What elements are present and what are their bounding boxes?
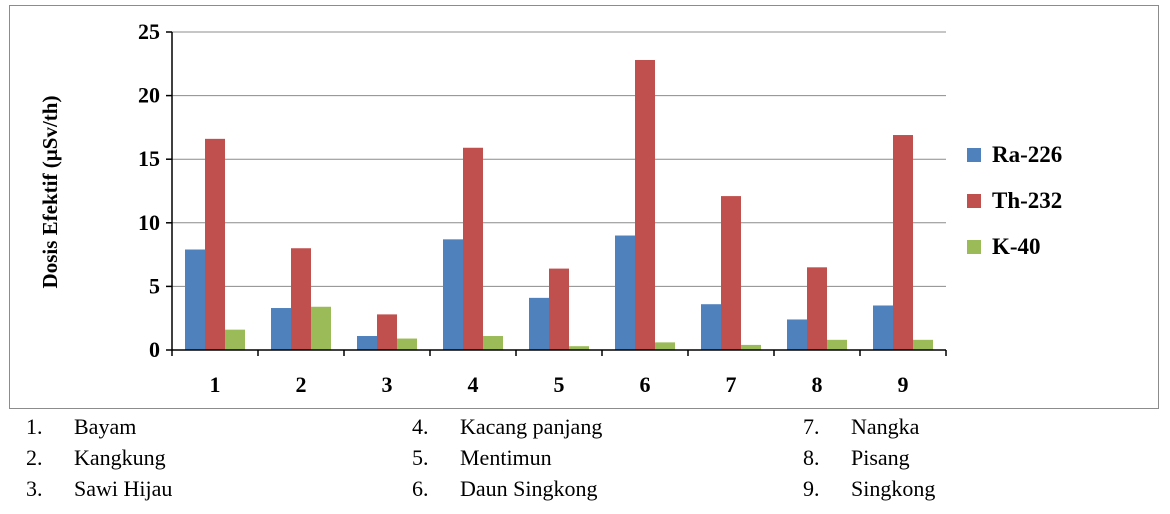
key-label: Nangka xyxy=(851,414,920,439)
bar-th-232-3 xyxy=(377,314,397,350)
bar-k-40-8 xyxy=(827,339,847,350)
bar-k-40-7 xyxy=(741,344,761,350)
y-tick-label: 5 xyxy=(149,273,160,298)
bar-ra-226-8 xyxy=(787,319,807,350)
key-number: 8. xyxy=(803,445,820,470)
legend: Ra-226 Th-232 K-40 xyxy=(967,142,1062,259)
bar-k-40-5 xyxy=(569,346,589,350)
x-tick-label: 2 xyxy=(296,372,307,397)
key-item: 8. Pisang xyxy=(803,443,910,473)
bar-th-232-6 xyxy=(635,59,655,350)
key-item: 7. Nangka xyxy=(803,412,919,442)
key-item: 3. Sawi Hijau xyxy=(26,474,172,504)
key-number: 5. xyxy=(412,445,429,470)
y-tick-label: 20 xyxy=(138,83,160,108)
y-tick-label: 25 xyxy=(138,19,160,44)
x-tick-label: 3 xyxy=(382,372,393,397)
legend-label: Th-232 xyxy=(992,188,1062,213)
key-number: 7. xyxy=(803,414,820,439)
bar-th-232-5 xyxy=(549,268,569,350)
bar-ra-226-9 xyxy=(873,305,893,350)
bar-th-232-9 xyxy=(893,135,913,350)
bar-th-232-1 xyxy=(205,138,225,350)
bar-ra-226-6 xyxy=(615,235,635,350)
category-key: 1. Bayam 2. Kangkung 3. Sawi Hijau 4. Kacang pa… xyxy=(0,412,1170,512)
key-label: Singkong xyxy=(851,476,936,501)
bar-ra-226-5 xyxy=(529,297,549,350)
key-label: Kacang panjang xyxy=(460,414,603,439)
bar-ra-226-3 xyxy=(357,336,377,350)
legend-label: K-40 xyxy=(992,234,1041,259)
bar-ra-226-7 xyxy=(701,304,721,350)
key-number: 6. xyxy=(412,476,429,501)
key-item: 4. Kacang panjang xyxy=(412,412,602,442)
key-item: 9. Singkong xyxy=(803,474,935,504)
key-label: Bayam xyxy=(74,414,137,439)
x-tick-label: 5 xyxy=(554,372,565,397)
key-label: Pisang xyxy=(851,445,910,470)
key-item: 5. Mentimun xyxy=(412,443,552,473)
bar-th-232-4 xyxy=(463,147,483,350)
bar-k-40-6 xyxy=(655,342,675,350)
key-label: Kangkung xyxy=(74,445,166,470)
key-number: 4. xyxy=(412,414,429,439)
bar-k-40-3 xyxy=(397,338,417,350)
bar-th-232-7 xyxy=(721,196,741,350)
bars xyxy=(185,59,933,350)
bar-k-40-2 xyxy=(311,306,331,350)
bar-ra-226-2 xyxy=(271,308,291,350)
y-axis-label: Dosis Efektif (µSv/th) xyxy=(38,96,62,289)
legend-swatch xyxy=(967,148,981,162)
key-number: 9. xyxy=(803,476,820,501)
x-tick-label: 7 xyxy=(726,372,737,397)
bar-k-40-4 xyxy=(483,336,503,350)
legend-swatch xyxy=(967,194,981,208)
key-label: Mentimun xyxy=(460,445,552,470)
x-tick-label: 9 xyxy=(898,372,909,397)
key-item: 1. Bayam xyxy=(26,412,136,442)
bar-k-40-1 xyxy=(225,329,245,350)
bar-ra-226-4 xyxy=(443,239,463,350)
x-tick-label: 4 xyxy=(468,372,479,397)
bar-ra-226-1 xyxy=(185,249,205,350)
y-tick-label: 0 xyxy=(149,337,160,362)
key-number: 1. xyxy=(26,414,43,439)
bar-th-232-2 xyxy=(291,248,311,350)
y-tick-label: 15 xyxy=(138,146,160,171)
x-tick-label: 8 xyxy=(812,372,823,397)
gridlines xyxy=(172,31,946,287)
key-number: 3. xyxy=(26,476,43,501)
axes: 0 5 10 15 20 25 1 2 3 4 5 6 7 8 9 xyxy=(138,19,947,397)
bar-th-232-8 xyxy=(807,267,827,350)
bar-k-40-9 xyxy=(913,339,933,350)
legend-label: Ra-226 xyxy=(992,142,1062,167)
legend-swatch xyxy=(967,240,981,254)
key-number: 2. xyxy=(26,445,43,470)
key-item: 2. Kangkung xyxy=(26,443,166,473)
x-tick-label: 6 xyxy=(640,372,651,397)
key-label: Daun Singkong xyxy=(460,476,598,501)
x-tick-label: 1 xyxy=(210,372,221,397)
y-tick-label: 10 xyxy=(138,210,160,235)
bar-chart: 0 5 10 15 20 25 1 2 3 4 5 6 7 8 9 Ra-226 Th-232 K-40 Dos… xyxy=(38,19,1062,397)
key-label: Sawi Hijau xyxy=(74,476,173,501)
key-item: 6. Daun Singkong xyxy=(412,474,598,504)
